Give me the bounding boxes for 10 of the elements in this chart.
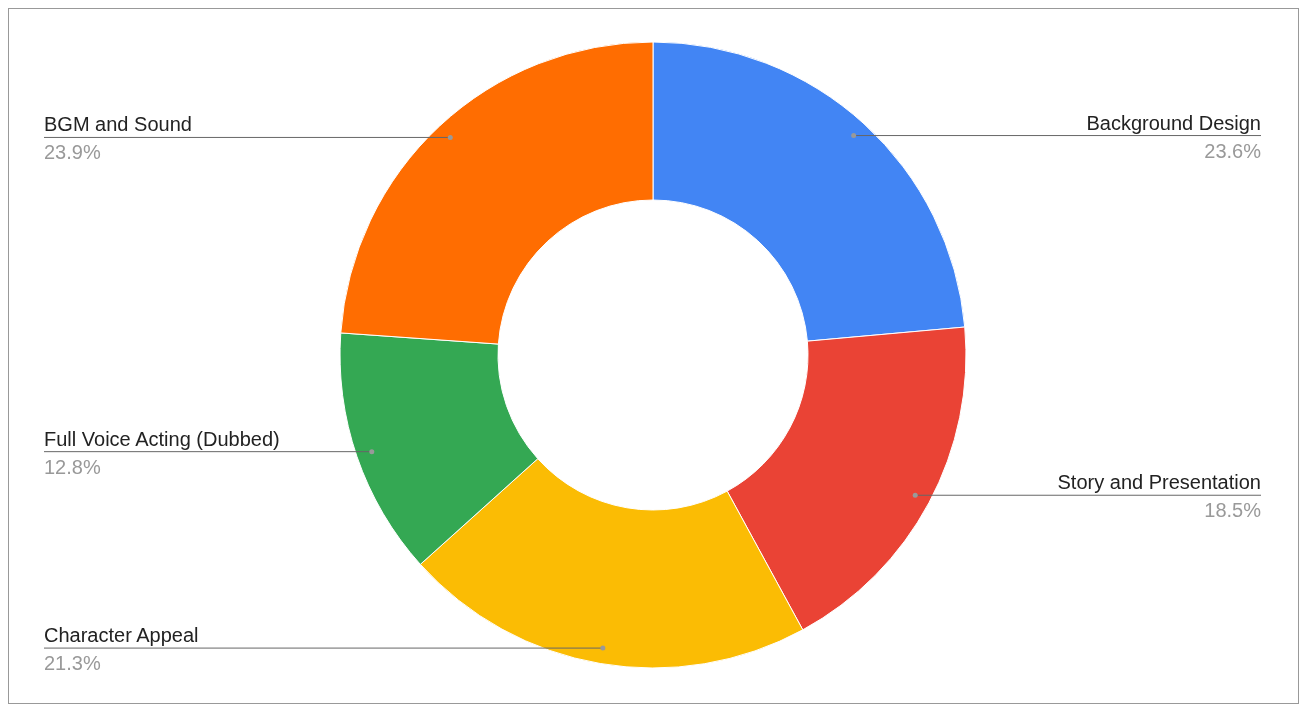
data-label: 23.9% xyxy=(44,141,101,164)
slice-label: Background Design xyxy=(1086,111,1261,134)
data-label: 21.3% xyxy=(44,652,101,675)
slice-label: Full Voice Acting (Dubbed) xyxy=(44,427,280,450)
data-label: 12.8% xyxy=(44,455,101,478)
data-label: 18.5% xyxy=(1204,499,1262,522)
data-label: 23.6% xyxy=(1204,139,1262,162)
slice-label: BGM and Sound xyxy=(44,113,192,136)
slice-label: Story and Presentation xyxy=(1057,471,1261,494)
slice-label: Character Appeal xyxy=(44,624,199,647)
